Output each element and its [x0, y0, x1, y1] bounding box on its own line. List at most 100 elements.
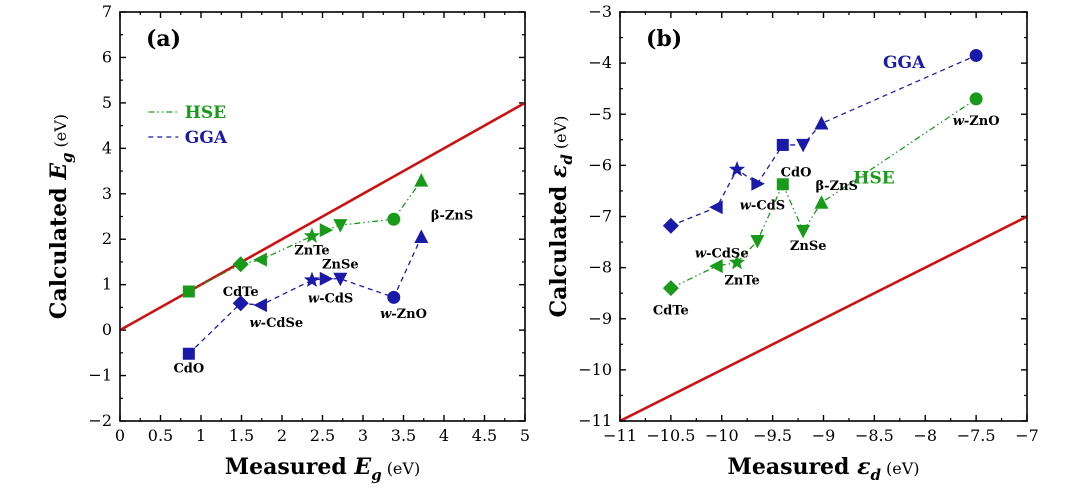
y-tick-label: 3	[102, 184, 112, 203]
data-point-hse-triangle-down	[333, 219, 348, 233]
y-tick-label: 1	[102, 275, 112, 294]
data-point-gga-circle	[969, 48, 983, 62]
panel-label: (b)	[646, 26, 682, 52]
data-point-hse-triangle-right	[319, 223, 334, 238]
y-tick-label: −5	[588, 104, 612, 123]
data-point-gga-triangle-up	[814, 115, 829, 130]
series-label-hse: HSE	[853, 168, 894, 188]
x-tick-label: −10.5	[646, 426, 695, 445]
x-tick-label: 1	[196, 426, 206, 445]
material-label: w-ZnO	[380, 307, 427, 322]
data-point-hse-triangle-left	[253, 252, 267, 267]
data-point-hse-diamond	[232, 256, 249, 273]
series-label-gga: GGA	[883, 53, 926, 73]
y-tick-label: 7	[102, 2, 112, 21]
data-point-gga-square	[776, 138, 789, 151]
data-point-hse-star	[728, 254, 746, 270]
y-tick-label: 2	[102, 229, 112, 248]
material-label: CdO	[781, 166, 812, 181]
x-tick-label: 4	[439, 426, 449, 445]
data-point-gga-circle	[387, 290, 401, 304]
material-label: CdTe	[653, 304, 689, 319]
plot-frame	[119, 11, 526, 422]
legend-label-gga: GGA	[185, 128, 228, 148]
y-tick-label: −10	[578, 360, 612, 379]
x-tick-label: 2.5	[310, 426, 335, 445]
data-point-gga-triangle-up	[414, 229, 429, 243]
material-label: β-ZnS	[431, 209, 473, 224]
panel-b: −11 −10.5 −10 −9.5 −9 −8.5 −8 −7.5 −7 −11 −10 −9 −8 −…	[546, 2, 1039, 484]
data-point-gga-triangle-right	[319, 271, 334, 286]
y-tick-label: −1	[88, 366, 112, 385]
material-label: ZnTe	[294, 244, 329, 259]
y-tick-label: −4	[588, 53, 612, 72]
data-point-hse-diamond	[662, 280, 679, 297]
x-tick-label: −7	[1015, 426, 1039, 445]
y-axis-label: Calculated Eg(eV)	[46, 114, 76, 319]
plot-frame	[619, 11, 1028, 422]
material-label: ZnSe	[322, 258, 359, 273]
data-point-hse-circle	[387, 212, 401, 226]
x-tick-label: −9.5	[753, 426, 792, 445]
y-axis-label: Calculated εd(eV)	[546, 116, 576, 318]
series-line-hse	[188, 180, 422, 293]
x-tick-label: −11	[603, 426, 637, 445]
y-tick-label: −11	[578, 411, 612, 430]
y-tick-label: −8	[588, 258, 612, 277]
data-point-hse-triangle-up	[414, 173, 429, 187]
x-tick-label: −9	[812, 426, 836, 445]
data-point-hse-triangle-down	[750, 235, 765, 249]
data-point-hse-triangle-down	[796, 224, 811, 239]
x-tick-label: 3	[358, 426, 368, 445]
data-point-hse-triangle-up	[814, 195, 829, 209]
legend-label-hse: HSE	[185, 103, 226, 123]
x-tick-label: 3.5	[391, 426, 416, 445]
y-tick-label: 5	[102, 93, 112, 112]
material-label: ZnTe	[724, 273, 759, 288]
panel-label: (a)	[146, 26, 181, 52]
panel-a: 0 0.5 1 1.5 2 2.5 3 3.5 4 4.5 5 −2 −1 0 1 2 3 4 5 6 7 CdO CdTe…	[46, 2, 530, 484]
data-point-gga-triangle-left	[253, 298, 267, 313]
x-tick-label: −10	[705, 426, 739, 445]
x-tick-label: −8	[913, 426, 937, 445]
material-label: ZnSe	[790, 239, 827, 254]
material-label: CdTe	[223, 285, 259, 300]
x-tick-label: 2	[277, 426, 287, 445]
data-point-gga-diamond	[232, 295, 249, 312]
data-point-gga-triangle-down	[333, 272, 348, 287]
x-tick-label: 0	[115, 426, 125, 445]
y-tick-label: −7	[588, 207, 612, 226]
material-label: w-CdS	[740, 198, 785, 213]
data-point-gga-square	[182, 347, 195, 360]
y-tick-label: 6	[102, 47, 112, 66]
x-tick-label: 5	[520, 426, 530, 445]
data-point-hse-triangle-left	[709, 259, 723, 274]
y-tick-label: −9	[588, 309, 612, 328]
material-label: w-CdS	[308, 291, 353, 306]
x-tick-label: −8.5	[855, 426, 894, 445]
y-tick-label: 4	[102, 138, 112, 157]
y-tick-label: −3	[588, 2, 612, 21]
material-label: CdO	[173, 361, 204, 376]
x-axis-label: Measured Eg (eV)	[225, 454, 420, 484]
data-point-gga-star	[303, 271, 321, 287]
material-label: w-CdSe	[249, 316, 303, 331]
material-label: w-CdSe	[695, 246, 749, 261]
x-axis-label: Measured εd (eV)	[727, 454, 919, 484]
material-label: w-ZnO	[953, 114, 1000, 129]
y-tick-label: −6	[588, 155, 612, 174]
x-tick-label: 0.5	[148, 426, 173, 445]
data-point-gga-star	[728, 160, 746, 177]
data-point-gga-triangle-down	[796, 138, 811, 153]
reference-line	[620, 215, 1027, 421]
data-point-hse-circle	[969, 92, 983, 106]
data-point-hse-star	[303, 227, 321, 243]
x-tick-label: 4.5	[472, 426, 497, 445]
x-tick-label: −7.5	[957, 426, 996, 445]
data-point-gga-triangle-right	[751, 176, 765, 191]
data-point-gga-diamond	[662, 217, 679, 234]
y-tick-label: −2	[88, 411, 112, 430]
x-tick-label: 1.5	[229, 426, 254, 445]
material-label: β-ZnS	[816, 179, 858, 194]
